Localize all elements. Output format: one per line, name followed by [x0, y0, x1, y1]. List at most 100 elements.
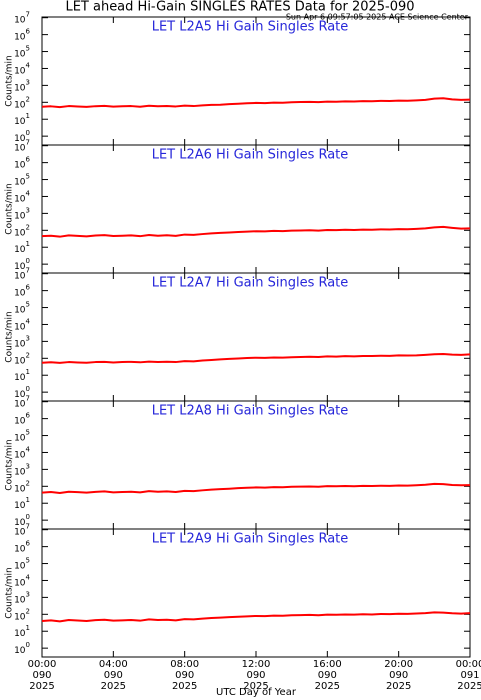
x-tick-year: 2025	[29, 681, 54, 692]
y-tick-exponent: 5	[26, 557, 30, 565]
x-tick-label: 16:00	[313, 659, 342, 670]
x-tick-label: 20:00	[384, 659, 413, 670]
plot-frame	[41, 528, 471, 658]
y-tick-base: 10	[14, 595, 26, 605]
y-tick-base: 10	[14, 100, 26, 110]
y-tick-label: 106	[14, 156, 30, 171]
y-tick-base: 10	[14, 339, 26, 349]
y-axis-label: Counts/min	[5, 439, 15, 490]
y-tick-base: 10	[14, 390, 26, 400]
y-tick-exponent: 2	[26, 607, 30, 615]
plot-frame	[41, 144, 471, 274]
y-tick-label: 106	[14, 412, 30, 427]
y-tick-label: 106	[14, 284, 30, 299]
y-tick-exponent: 6	[26, 28, 31, 36]
y-tick-label: 105	[14, 301, 30, 316]
y-tick-exponent: 1	[26, 368, 30, 376]
y-tick-exponent: 1	[26, 240, 30, 248]
y-tick-exponent: 3	[26, 334, 30, 342]
panel-title: LET L2A5 Hi Gain Singles Rate	[152, 20, 349, 35]
y-tick-exponent: 7	[26, 395, 30, 403]
y-tick-label: 101	[14, 624, 30, 639]
y-tick-label: 107	[14, 523, 30, 538]
y-tick-exponent: 5	[26, 45, 30, 53]
y-tick-label: 103	[14, 590, 30, 605]
y-tick-base: 10	[14, 561, 26, 571]
panel-title: LET L2A8 Hi Gain Singles Rate	[152, 404, 349, 419]
y-tick-exponent: 5	[26, 429, 30, 437]
y-tick-label: 101	[14, 496, 30, 511]
y-tick-label: 100	[14, 129, 30, 144]
y-tick-base: 10	[14, 527, 26, 537]
y-tick-exponent: 6	[26, 412, 31, 420]
y-tick-base: 10	[14, 578, 26, 588]
y-tick-base: 10	[14, 271, 26, 281]
y-tick-exponent: 0	[26, 513, 30, 521]
x-tick-label: 00:00	[28, 659, 57, 670]
y-tick-label: 105	[14, 557, 30, 572]
y-tick-base: 10	[14, 288, 26, 298]
x-tick-year: 2025	[101, 681, 126, 692]
y-tick-label: 103	[14, 462, 30, 477]
y-tick-base: 10	[14, 518, 26, 528]
y-tick-exponent: 4	[26, 61, 31, 69]
y-tick-base: 10	[14, 83, 26, 93]
y-tick-exponent: 1	[26, 112, 30, 120]
y-tick-exponent: 7	[26, 11, 30, 19]
panel-title: LET L2A6 Hi Gain Singles Rate	[152, 148, 349, 163]
data-line	[41, 225, 471, 238]
panel-title: LET L2A7 Hi Gain Singles Rate	[152, 276, 349, 291]
data-line	[41, 97, 471, 109]
y-tick-exponent: 7	[26, 523, 30, 531]
y-tick-exponent: 3	[26, 206, 30, 214]
y-tick-exponent: 3	[26, 78, 30, 86]
y-tick-base: 10	[14, 484, 26, 494]
y-tick-exponent: 2	[26, 95, 30, 103]
x-tick-label: 12:00	[242, 659, 271, 670]
y-tick-exponent: 1	[26, 496, 30, 504]
y-tick-base: 10	[14, 177, 26, 187]
y-tick-label: 106	[14, 540, 30, 555]
y-tick-exponent: 3	[26, 590, 30, 598]
x-tick-year: 2025	[315, 681, 340, 692]
y-tick-label: 105	[14, 429, 30, 444]
y-tick-exponent: 5	[26, 301, 30, 309]
y-tick-label: 100	[14, 385, 30, 400]
y-tick-exponent: 6	[26, 284, 31, 292]
y-tick-base: 10	[14, 228, 26, 238]
y-tick-base: 10	[14, 143, 26, 153]
x-tick-day: 091	[460, 670, 479, 681]
y-axis-label: Counts/min	[5, 183, 15, 234]
y-tick-base: 10	[14, 356, 26, 366]
y-tick-label: 103	[14, 334, 30, 349]
y-tick-base: 10	[14, 416, 26, 426]
y-tick-label: 101	[14, 368, 30, 383]
x-tick-label: 08:00	[170, 659, 199, 670]
x-tick-year: 2025	[386, 681, 411, 692]
x-tick-day: 090	[389, 670, 408, 681]
y-tick-exponent: 4	[26, 445, 31, 453]
y-tick-label: 104	[14, 317, 30, 332]
y-tick-label: 102	[14, 607, 30, 622]
data-line	[41, 482, 471, 495]
plot-frame	[41, 16, 471, 146]
data-line	[41, 352, 471, 364]
x-axis-label: UTC Day of Year	[216, 687, 297, 698]
y-tick-label: 105	[14, 173, 30, 188]
y-tick-base: 10	[14, 399, 26, 409]
y-tick-base: 10	[14, 49, 26, 59]
y-tick-label: 104	[14, 445, 30, 460]
y-tick-base: 10	[14, 612, 26, 622]
x-tick-day: 090	[318, 670, 337, 681]
y-tick-label: 101	[14, 112, 30, 127]
y-tick-exponent: 2	[26, 479, 30, 487]
y-tick-base: 10	[14, 117, 26, 127]
x-tick-year: 2025	[172, 681, 197, 692]
y-tick-label: 104	[14, 61, 30, 76]
y-tick-base: 10	[14, 15, 26, 25]
y-tick-label: 102	[14, 95, 30, 110]
x-tick-day: 090	[32, 670, 51, 681]
y-tick-label: 105	[14, 45, 30, 60]
x-tick-day: 090	[175, 670, 194, 681]
